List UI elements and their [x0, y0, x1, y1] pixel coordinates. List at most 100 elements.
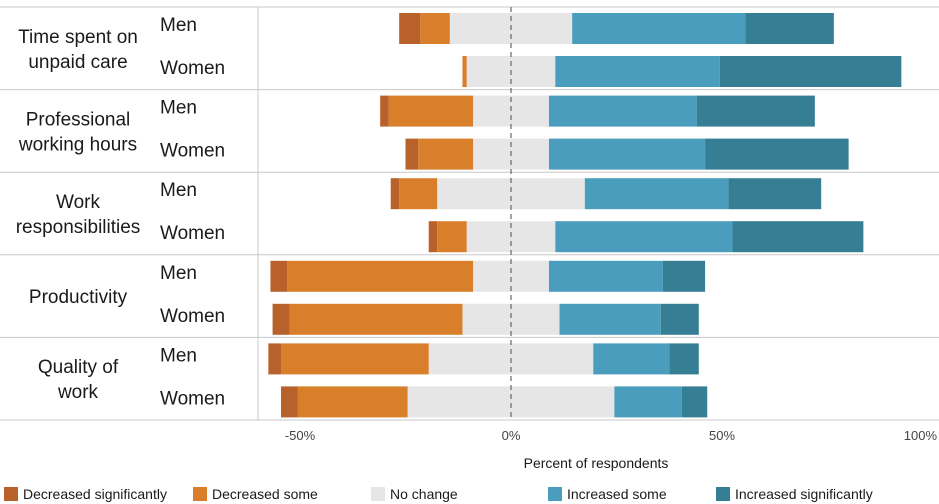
- row-label: Women: [160, 141, 225, 162]
- legend-swatch: [716, 487, 730, 501]
- bar-segment-dec-sig: [281, 386, 298, 418]
- legend-swatch: [193, 487, 207, 501]
- bar-segment-dec-sig: [405, 138, 419, 170]
- legend-label: Increased significantly: [735, 486, 873, 502]
- bar-segment-no-change: [511, 221, 556, 253]
- legend-label: Increased some: [567, 486, 667, 502]
- group-label: responsibilities: [16, 217, 141, 238]
- group-label: working hours: [18, 134, 137, 155]
- group-label: Professional: [26, 109, 131, 130]
- group-label: work: [57, 382, 99, 403]
- bar-segment-dec-some: [420, 13, 450, 44]
- legend-item: Decreased significantly: [4, 486, 167, 502]
- bar-segment-no-change: [428, 343, 511, 375]
- bar-segment-inc-sig: [669, 343, 699, 375]
- bar-segment-dec-some: [399, 178, 438, 210]
- bar-segment-dec-sig: [428, 221, 438, 253]
- row-label: Men: [160, 345, 197, 366]
- legend-item: Increased significantly: [716, 486, 873, 502]
- bar-segment-inc-sig: [732, 221, 864, 253]
- bar-segment-inc-sig: [681, 386, 708, 418]
- group-label: Time spent on: [18, 27, 138, 48]
- bar-segment-inc-some: [548, 95, 697, 127]
- bar-segment-dec-some: [462, 56, 467, 87]
- diverging-bar-chart: Time spent on unpaid care Men Women Professi…: [0, 6, 939, 471]
- bar-segment-inc-some: [548, 138, 706, 170]
- x-tick-label: 50%: [709, 428, 735, 443]
- bar-segment-no-change: [462, 303, 511, 335]
- bar-segment-no-change: [437, 178, 511, 210]
- row-label: Women: [160, 306, 225, 327]
- bar-segment-no-change: [473, 95, 511, 127]
- bar-segment-inc-sig: [745, 13, 834, 44]
- bar-segment-no-change: [449, 13, 511, 44]
- legend-item: Decreased some: [193, 486, 318, 502]
- row-label: Men: [160, 15, 197, 36]
- bar-segment-inc-some: [555, 56, 720, 87]
- bar-segment-dec-some: [297, 386, 408, 418]
- row-label: Women: [160, 58, 225, 79]
- bar-segment-no-change: [407, 386, 511, 418]
- bar-segment-dec-sig: [380, 95, 389, 127]
- bar-segment-inc-some: [593, 343, 670, 375]
- legend-item: Increased some: [548, 486, 667, 502]
- legend-swatch: [4, 487, 18, 501]
- row-label: Men: [160, 98, 197, 119]
- bar-segment-no-change: [473, 260, 511, 292]
- x-tick-label: -50%: [285, 428, 316, 443]
- row-label: Women: [160, 388, 225, 409]
- bar-segment-dec-some: [281, 343, 429, 375]
- bar-segment-inc-sig: [719, 56, 902, 87]
- group-label: Quality of: [38, 357, 119, 378]
- bar-segment-dec-sig: [390, 178, 400, 210]
- bar-segment-inc-some: [555, 221, 733, 253]
- bar-segment-inc-sig: [728, 178, 822, 210]
- bar-segment-no-change: [511, 13, 573, 44]
- row-label: Women: [160, 223, 225, 244]
- bar-segment-inc-sig: [696, 95, 815, 127]
- x-tick-label: 100%: [904, 428, 938, 443]
- bar-segment-inc-sig: [660, 303, 699, 335]
- x-tick-label: 0%: [502, 428, 521, 443]
- bar-segment-dec-sig: [272, 303, 290, 335]
- x-axis-label: Percent of respondents: [524, 455, 669, 471]
- legend: Decreased significantly Decreased some No …: [0, 484, 939, 504]
- legend-swatch: [371, 487, 385, 501]
- bar-segment-dec-some: [437, 221, 467, 253]
- bar-segment-dec-some: [388, 95, 474, 127]
- bar-segment-dec-sig: [399, 13, 421, 44]
- bar-segment-inc-some: [572, 13, 746, 44]
- row-label: Men: [160, 263, 197, 284]
- bar-segment-no-change: [466, 221, 511, 253]
- bar-segment-no-change: [511, 343, 594, 375]
- bar-segment-no-change: [511, 56, 556, 87]
- bar-segment-inc-some: [548, 260, 663, 292]
- legend-item: No change: [371, 486, 458, 502]
- bar-segment-no-change: [511, 95, 549, 127]
- bar-segment-inc-sig: [662, 260, 706, 292]
- legend-label: Decreased significantly: [23, 486, 167, 502]
- bar-segment-inc-some: [614, 386, 682, 418]
- group-label: Work: [56, 192, 100, 213]
- bar-segment-inc-some: [559, 303, 661, 335]
- bar-segment-dec-some: [287, 260, 474, 292]
- bar-segment-no-change: [511, 303, 560, 335]
- bar-segment-no-change: [473, 138, 511, 170]
- bar-segment-no-change: [511, 178, 585, 210]
- legend-label: No change: [390, 486, 458, 502]
- group-label: unpaid care: [28, 52, 127, 73]
- group-label: Productivity: [29, 287, 128, 308]
- legend-label: Decreased some: [212, 486, 318, 502]
- bar-segment-inc-some: [584, 178, 729, 210]
- bar-segment-no-change: [466, 56, 511, 87]
- row-label: Men: [160, 180, 197, 201]
- bar-segment-no-change: [511, 138, 549, 170]
- bar-segment-dec-sig: [270, 260, 288, 292]
- bar-segment-no-change: [511, 260, 549, 292]
- bar-segment-dec-some: [418, 138, 474, 170]
- legend-swatch: [548, 487, 562, 501]
- bar-segment-dec-sig: [268, 343, 282, 375]
- bar-segment-dec-some: [289, 303, 463, 335]
- bar-segment-inc-sig: [705, 138, 849, 170]
- bar-segment-no-change: [511, 386, 615, 418]
